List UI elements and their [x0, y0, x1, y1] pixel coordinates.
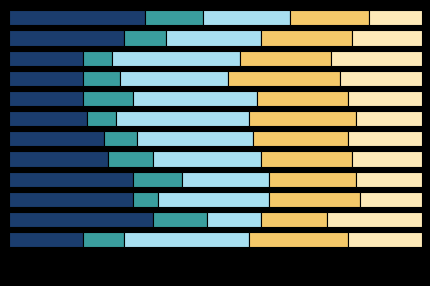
- Bar: [355, 111, 421, 126]
- Bar: [132, 91, 256, 106]
- Bar: [256, 91, 347, 106]
- Bar: [83, 232, 124, 247]
- Bar: [9, 91, 83, 106]
- Bar: [289, 10, 368, 25]
- Bar: [261, 30, 351, 45]
- Bar: [9, 212, 153, 227]
- Bar: [368, 10, 421, 25]
- Bar: [269, 172, 355, 187]
- Bar: [153, 212, 207, 227]
- Bar: [120, 71, 227, 86]
- Bar: [351, 30, 421, 45]
- Bar: [252, 131, 347, 146]
- Bar: [153, 151, 261, 166]
- Bar: [339, 71, 421, 86]
- Bar: [137, 131, 252, 146]
- Bar: [9, 10, 145, 25]
- Bar: [331, 51, 421, 66]
- Bar: [124, 232, 248, 247]
- Bar: [83, 51, 112, 66]
- Bar: [9, 151, 108, 166]
- Bar: [9, 111, 87, 126]
- Bar: [145, 10, 203, 25]
- Bar: [182, 172, 269, 187]
- Bar: [132, 192, 157, 207]
- Bar: [240, 51, 331, 66]
- Bar: [116, 111, 248, 126]
- Bar: [203, 10, 289, 25]
- Bar: [9, 51, 83, 66]
- Bar: [132, 172, 182, 187]
- Bar: [9, 232, 83, 247]
- Bar: [124, 30, 166, 45]
- Bar: [351, 151, 421, 166]
- Bar: [248, 111, 355, 126]
- Bar: [108, 151, 153, 166]
- Bar: [104, 131, 137, 146]
- Bar: [157, 192, 269, 207]
- Bar: [359, 192, 421, 207]
- Bar: [347, 131, 421, 146]
- Bar: [207, 212, 261, 227]
- Bar: [261, 212, 326, 227]
- Bar: [9, 71, 83, 86]
- Bar: [355, 172, 421, 187]
- Bar: [83, 71, 120, 86]
- Bar: [166, 30, 261, 45]
- Bar: [83, 91, 132, 106]
- Bar: [9, 131, 104, 146]
- Bar: [269, 192, 359, 207]
- Bar: [347, 91, 421, 106]
- Bar: [9, 192, 132, 207]
- Bar: [248, 232, 347, 247]
- Bar: [261, 151, 351, 166]
- Bar: [227, 71, 339, 86]
- Bar: [9, 172, 132, 187]
- Bar: [112, 51, 240, 66]
- Bar: [9, 30, 124, 45]
- Bar: [87, 111, 116, 126]
- Bar: [347, 232, 421, 247]
- Bar: [326, 212, 421, 227]
